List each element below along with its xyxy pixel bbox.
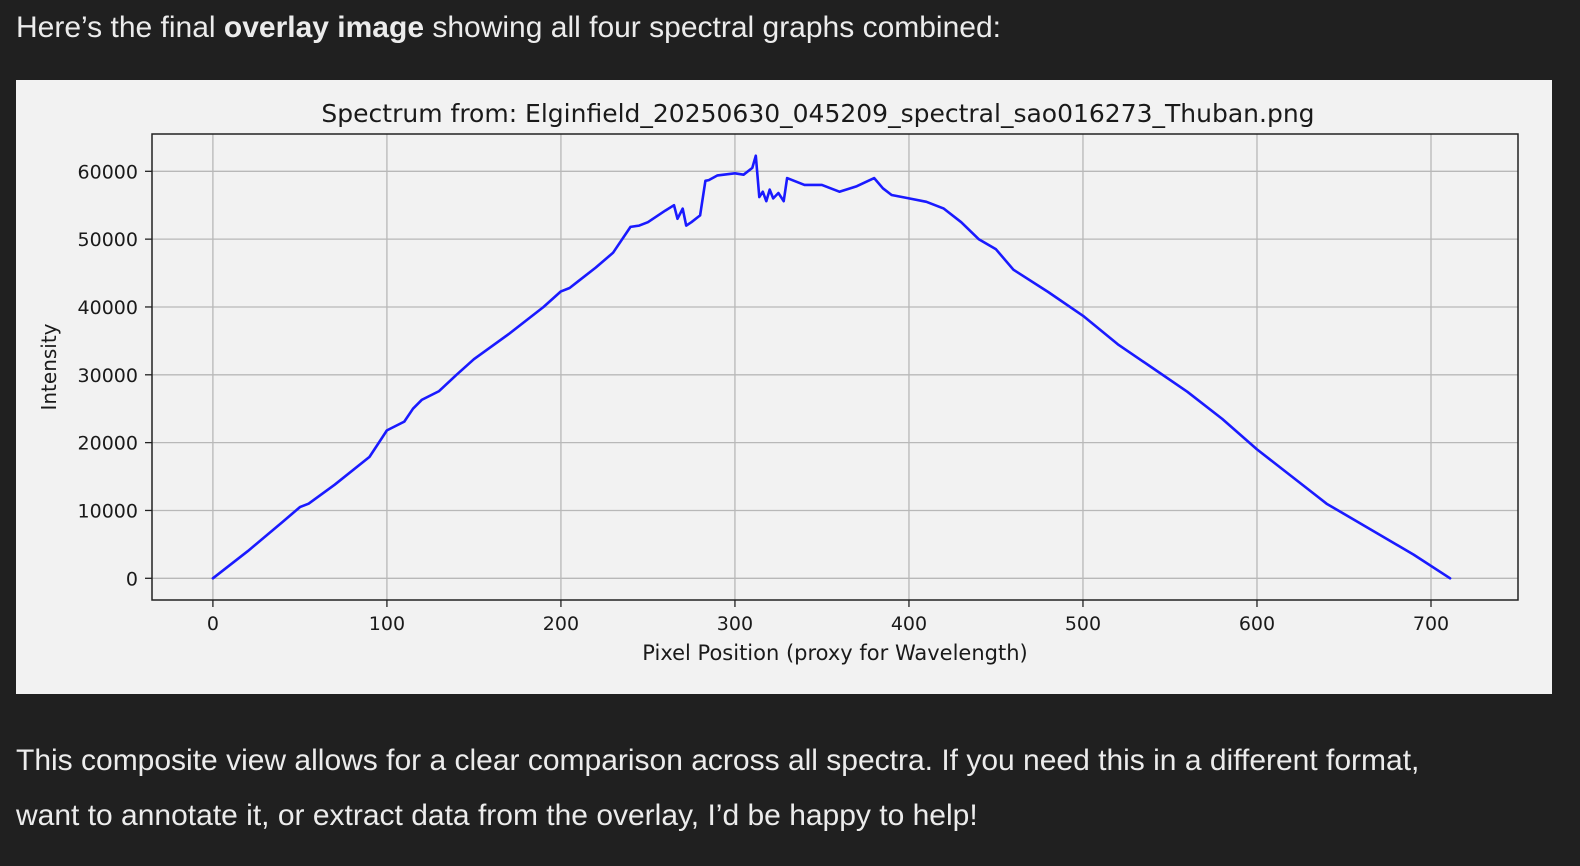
x-tick-label: 0 xyxy=(207,613,219,635)
x-tick-label: 300 xyxy=(717,613,753,635)
x-tick-label: 200 xyxy=(543,613,579,635)
chart-title: Spectrum from: Elginfield_20250630_04520… xyxy=(321,99,1314,128)
spectrum-line xyxy=(211,154,1452,580)
spectrum-chart: Spectrum from: Elginfield_20250630_04520… xyxy=(37,99,1519,665)
y-axis-ticks: 0 10000 20000 30000 40000 50000 60000 xyxy=(78,161,152,590)
x-axis-label: Pixel Position (proxy for Wavelength) xyxy=(642,641,1027,665)
x-tick-label: 500 xyxy=(1065,613,1101,635)
y-tick-label: 40000 xyxy=(78,297,138,319)
chart-series xyxy=(211,154,1452,580)
intro-text-bold: overlay image xyxy=(223,11,425,44)
y-tick-label: 50000 xyxy=(78,229,138,251)
x-tick-label: 400 xyxy=(891,613,927,635)
plot-frame xyxy=(151,133,1519,601)
y-tick-label: 20000 xyxy=(78,433,138,455)
intro-text-start: Here’s the final xyxy=(16,11,224,44)
intro-text-end: showing all four spectral graphs combine… xyxy=(424,11,1001,44)
outro-line-1: This composite view allows for a clear c… xyxy=(16,744,1420,777)
y-tick-label: 30000 xyxy=(78,365,138,387)
outro-text: This composite view allows for a clear c… xyxy=(16,733,1556,843)
x-tick-label: 700 xyxy=(1413,613,1449,635)
x-axis-ticks: 0 100 200 300 400 500 600 700 xyxy=(207,600,1449,635)
x-tick-label: 100 xyxy=(369,613,405,635)
y-tick-label: 0 xyxy=(126,568,138,590)
intro-text: Here’s the final overlay image showing a… xyxy=(16,6,1556,50)
spectrum-chart-figure: Spectrum from: Elginfield_20250630_04520… xyxy=(16,80,1552,694)
outro-line-2: want to annotate it, or extract data fro… xyxy=(16,799,978,832)
x-tick-label: 600 xyxy=(1239,613,1275,635)
y-axis-label: Intensity xyxy=(37,323,61,410)
y-tick-label: 10000 xyxy=(78,500,138,522)
chart-grid xyxy=(152,134,1518,600)
y-tick-label: 60000 xyxy=(78,161,138,183)
